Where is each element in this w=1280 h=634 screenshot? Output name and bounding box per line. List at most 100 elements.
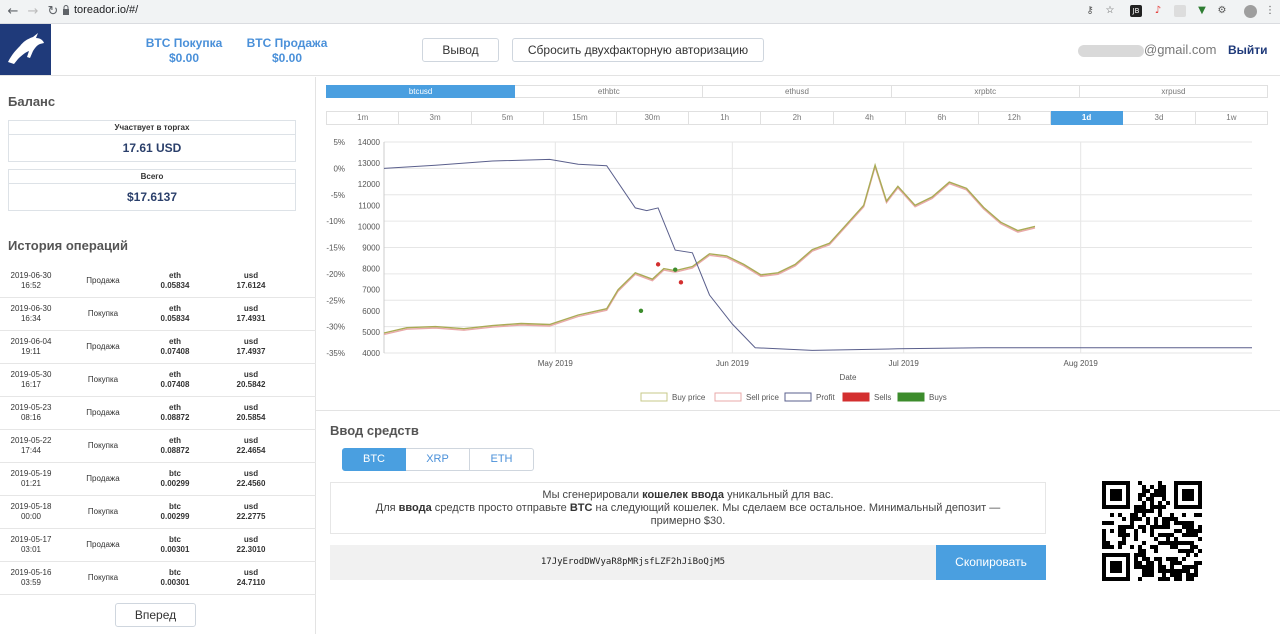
tab-timeframe-3m[interactable]: 3m xyxy=(399,111,472,125)
next-page-button[interactable]: Вперед xyxy=(115,603,196,627)
profit-line xyxy=(383,158,1252,351)
tab-timeframe-4h[interactable]: 4h xyxy=(833,111,907,125)
qr-finder xyxy=(1110,561,1122,573)
in-trading-value: 17.61 USD xyxy=(122,141,182,155)
tab-timeframe-15m[interactable]: 15m xyxy=(544,111,617,125)
tab-timeframe-12h[interactable]: 12h xyxy=(978,111,1051,125)
history-coin: btc 0.00301 xyxy=(148,568,202,588)
y-left-tick-label: 5% xyxy=(333,138,345,147)
qr-module xyxy=(1178,561,1182,565)
qr-module xyxy=(1150,485,1154,489)
qr-module xyxy=(1194,569,1198,573)
info-bold: кошелек ввода xyxy=(642,489,725,501)
withdraw-button[interactable]: Вывод xyxy=(422,38,499,62)
tab-timeframe-1d[interactable]: 1d xyxy=(1050,111,1124,125)
vue-icon[interactable]: ▼ xyxy=(1198,5,1206,16)
deposit-info-line2: Для ввода средств просто отправьте BTC н… xyxy=(331,502,1045,515)
qr-module xyxy=(1158,489,1162,493)
qr-module xyxy=(1142,513,1146,517)
logo[interactable] xyxy=(0,24,51,75)
extension-icon[interactable]: JB xyxy=(1130,5,1142,17)
qr-module xyxy=(1194,561,1198,565)
tab-timeframe-2h[interactable]: 2h xyxy=(761,111,834,125)
info-text: на следующий кошелек. Мы сделаем все ост… xyxy=(592,502,1001,514)
history-coin: btc 0.00299 xyxy=(148,502,202,522)
qr-module xyxy=(1158,525,1162,529)
qr-module xyxy=(1118,545,1122,549)
history-date: 2019-06-04 19:11 xyxy=(8,337,54,357)
forward-icon[interactable]: → xyxy=(27,4,39,19)
logout-link[interactable]: Выйти xyxy=(1228,43,1268,57)
qr-module xyxy=(1174,517,1178,521)
tab-timeframe-1m[interactable]: 1m xyxy=(326,111,400,125)
history-coin-amount: 0.08872 xyxy=(160,413,190,422)
music-icon[interactable]: ♪ xyxy=(1154,5,1162,16)
qr-module xyxy=(1158,577,1162,581)
tab-pair-btcusd[interactable]: btcusd xyxy=(326,85,516,98)
extension-icon[interactable] xyxy=(1174,5,1186,17)
profile-avatar[interactable] xyxy=(1244,5,1257,18)
qr-module xyxy=(1130,525,1134,529)
star-icon[interactable]: ☆ xyxy=(1105,5,1115,16)
history-usd: usd 22.2775 xyxy=(222,502,280,522)
tab-timeframe-1w[interactable]: 1w xyxy=(1195,111,1269,125)
qr-module xyxy=(1154,545,1158,549)
history-row: 2019-05-22 17:44 Покупка eth 0.08872 usd 22.46… xyxy=(0,430,316,463)
qr-module xyxy=(1110,545,1114,549)
sell-marker xyxy=(678,280,684,285)
qr-module xyxy=(1146,561,1150,565)
qr-module xyxy=(1166,577,1170,581)
qr-module xyxy=(1178,541,1182,545)
history-date-time: 16:17 xyxy=(20,380,42,389)
coin-tab-xrp[interactable]: XRP xyxy=(406,448,470,471)
qr-module xyxy=(1150,533,1154,537)
qr-module xyxy=(1174,569,1178,573)
menu-icon[interactable]: ⋮ xyxy=(1265,5,1275,16)
btc-buy-label: BTC Покупка xyxy=(145,36,223,50)
qr-module xyxy=(1162,521,1166,525)
tab-pair-ethbtc[interactable]: ethbtc xyxy=(515,85,704,98)
coin-tab-btc[interactable]: BTC xyxy=(342,448,406,471)
reset-2fa-button[interactable]: Сбросить двухфакторную авторизацию xyxy=(512,38,764,62)
qr-module xyxy=(1134,529,1138,533)
tab-timeframe-6h[interactable]: 6h xyxy=(906,111,979,125)
history-date-time: 16:52 xyxy=(20,281,42,290)
tab-pair-ethusd[interactable]: ethusd xyxy=(703,85,892,98)
qr-module xyxy=(1162,517,1166,521)
history-date-day: 2019-06-30 xyxy=(10,304,52,313)
history-date-time: 03:59 xyxy=(20,578,42,587)
address-bar[interactable]: toreador.io/#/ xyxy=(74,4,139,16)
qr-module xyxy=(1178,577,1182,581)
tab-timeframe-5m[interactable]: 5m xyxy=(471,111,545,125)
qr-module xyxy=(1154,517,1158,521)
history-row: 2019-05-19 01:21 Продажа btc 0.00299 usd 22.45… xyxy=(0,463,316,496)
history-coin-name: btc xyxy=(169,502,181,511)
reload-icon[interactable]: ↻ xyxy=(47,4,59,19)
qr-module xyxy=(1158,541,1162,545)
tab-pair-xrpbtc[interactable]: xrpbtc xyxy=(891,85,1080,98)
back-icon[interactable]: ← xyxy=(7,4,19,19)
tab-timeframe-1h[interactable]: 1h xyxy=(688,111,762,125)
history-title: История операций xyxy=(8,238,129,253)
copy-button[interactable]: Скопировать xyxy=(936,545,1046,580)
qr-module xyxy=(1142,493,1146,497)
wallet-address[interactable]: 17JyErodDWVyaR8pMRjsfLZF2hJiBoQjM5 xyxy=(330,545,936,580)
user-email: @gmail.com xyxy=(1078,42,1216,57)
qr-module xyxy=(1146,569,1150,573)
history-usd-amount: 20.5854 xyxy=(236,413,266,422)
qr-module xyxy=(1150,529,1154,533)
coin-tab-eth[interactable]: ETH xyxy=(470,448,534,471)
tab-pair-xrpusd[interactable]: xrpusd xyxy=(1079,85,1269,98)
history-coin-amount: 0.00299 xyxy=(160,512,190,521)
qr-module xyxy=(1122,541,1126,545)
puzzle-icon[interactable]: ⚙ xyxy=(1217,5,1227,16)
history-usd-label: usd xyxy=(243,403,259,412)
qr-module xyxy=(1102,529,1106,533)
qr-module xyxy=(1102,533,1106,537)
tab-timeframe-3d[interactable]: 3d xyxy=(1123,111,1196,125)
qr-module xyxy=(1134,533,1138,537)
tab-timeframe-30m[interactable]: 30m xyxy=(616,111,689,125)
history-usd-amount: 17.4937 xyxy=(236,347,266,356)
qr-module xyxy=(1186,565,1190,569)
key-icon[interactable]: ⚷ xyxy=(1086,5,1094,16)
